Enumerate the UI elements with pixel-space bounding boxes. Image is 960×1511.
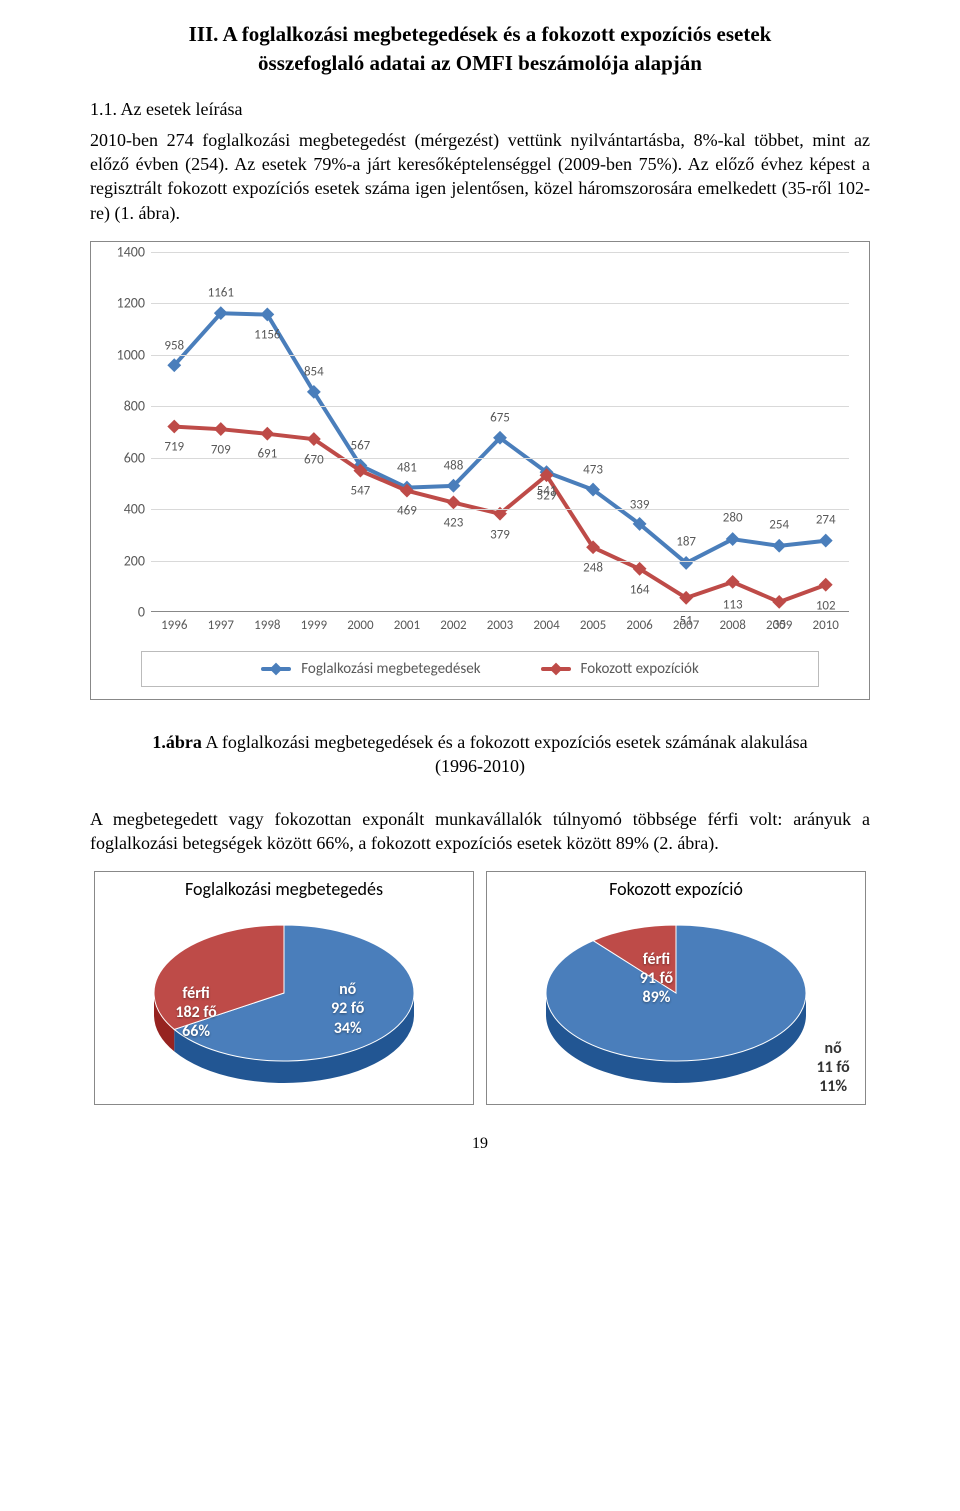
line-chart-svg	[151, 252, 849, 611]
series-value-label: 248	[583, 561, 603, 576]
x-tick-label: 1999	[291, 612, 338, 633]
series-value-label: 670	[304, 452, 324, 467]
series-value-label: 1156	[254, 327, 280, 342]
series-value-label: 958	[164, 338, 184, 353]
legend-item-2: Fokozott expozíciók	[541, 660, 699, 678]
y-tick-label: 800	[103, 398, 145, 415]
series-value-label: 280	[723, 510, 743, 525]
pie-panel-2: Fokozott expozíció férfi91 fő89% nő11 fő1…	[486, 871, 866, 1105]
series-value-label: 719	[164, 440, 184, 455]
line-chart-x-axis: 1996199719981999200020012002200320042005…	[151, 612, 849, 633]
y-tick-label: 200	[103, 552, 145, 569]
page-number: 19	[90, 1135, 870, 1153]
x-tick-label: 2010	[802, 612, 849, 633]
page-title: III. A foglalkozási megbetegedések és a …	[90, 20, 870, 79]
series-value-label: 469	[397, 504, 417, 519]
series-value-label: 567	[351, 439, 371, 454]
y-tick-label: 1400	[103, 243, 145, 260]
y-tick-label: 600	[103, 449, 145, 466]
series-value-label: 854	[304, 365, 324, 380]
series-value-label: 481	[397, 461, 417, 476]
x-tick-label: 2004	[523, 612, 570, 633]
figure-1-caption: 1.ábra A foglalkozási megbetegedések és …	[150, 730, 810, 779]
series-value-label: 691	[257, 447, 277, 462]
x-tick-label: 2005	[570, 612, 617, 633]
pie-1-title: Foglalkozási megbetegedés	[103, 878, 465, 900]
legend-swatch-1	[261, 667, 291, 671]
series-value-label: 339	[630, 497, 650, 512]
x-tick-label: 1998	[244, 612, 291, 633]
line-chart-legend: Foglalkozási megbetegedések Fokozott exp…	[141, 651, 819, 687]
caption-lead: 1.ábra	[152, 732, 202, 752]
section-subheading: 1.1. Az esetek leírása	[90, 99, 870, 120]
x-tick-label: 2006	[616, 612, 663, 633]
series-value-label: 51	[680, 613, 693, 628]
series-value-label: 379	[490, 527, 510, 542]
y-tick-label: 400	[103, 501, 145, 518]
series-value-label: 423	[444, 516, 464, 531]
title-line-2: összefoglaló adatai az OMFI beszámolója …	[258, 51, 702, 75]
line-chart-container: 0 200 400 600 800 1000 1200 1400 958 1161 1156 854 5…	[90, 241, 870, 700]
x-tick-label: 1997	[198, 612, 245, 633]
x-tick-label: 2000	[337, 612, 384, 633]
legend-label-1: Foglalkozási megbetegedések	[301, 660, 480, 678]
legend-label-2: Fokozott expozíciók	[581, 660, 699, 678]
series-value-label: 547	[351, 484, 371, 499]
paragraph-1: 2010-ben 274 foglalkozási megbetegedést …	[90, 128, 870, 225]
series-value-label: 709	[211, 442, 231, 457]
pie-slice-label: nő92 fő34%	[331, 980, 364, 1038]
series-value-label: 35	[773, 617, 786, 632]
series-value-label: 187	[676, 534, 696, 549]
y-tick-label: 1000	[103, 346, 145, 363]
pie-panel-1: Foglalkozási megbetegedés férfi182 fő66%…	[94, 871, 474, 1105]
series-value-label: 164	[630, 582, 650, 597]
legend-swatch-2	[541, 667, 571, 671]
x-tick-label: 2001	[384, 612, 431, 633]
pie-2-title: Fokozott expozíció	[495, 878, 857, 900]
paragraph-2: A megbetegedett vagy fokozottan exponált…	[90, 807, 870, 856]
series-value-label: 488	[444, 459, 464, 474]
series-value-label: 102	[816, 598, 836, 613]
caption-rest: A foglalkozási megbetegedések és a fokoz…	[202, 732, 808, 776]
series-value-label: 473	[583, 463, 603, 478]
series-value-label: 113	[723, 597, 743, 612]
y-tick-label: 0	[103, 603, 145, 620]
series-value-label: 254	[769, 517, 789, 532]
y-tick-label: 1200	[103, 295, 145, 312]
pie-slice-label: nő11 fő11%	[817, 1039, 850, 1097]
pie-1-chart: férfi182 fő66% nő92 fő34%	[103, 904, 465, 1094]
line-chart-plot-area: 0200400600800100012001400958116111568545…	[151, 252, 849, 612]
x-tick-label: 2008	[709, 612, 756, 633]
pie-slice-label: férfi91 fő89%	[640, 950, 673, 1008]
series-value-label: 529	[537, 488, 557, 503]
series-value-label: 1161	[208, 286, 234, 301]
pie-2-chart: férfi91 fő89% nő11 fő11%	[495, 904, 857, 1094]
series-value-label: 274	[816, 512, 836, 527]
legend-item-1: Foglalkozási megbetegedések	[261, 660, 480, 678]
pie-charts-row: Foglalkozási megbetegedés férfi182 fő66%…	[90, 871, 870, 1105]
title-line-1: III. A foglalkozási megbetegedések és a …	[189, 22, 772, 46]
x-tick-label: 2002	[430, 612, 477, 633]
x-tick-label: 1996	[151, 612, 198, 633]
pie-slice-label: férfi182 fő66%	[175, 984, 216, 1042]
x-tick-label: 2003	[477, 612, 524, 633]
series-value-label: 675	[490, 411, 510, 426]
